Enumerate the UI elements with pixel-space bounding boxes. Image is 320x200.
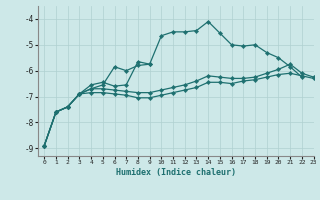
X-axis label: Humidex (Indice chaleur): Humidex (Indice chaleur) (116, 168, 236, 177)
